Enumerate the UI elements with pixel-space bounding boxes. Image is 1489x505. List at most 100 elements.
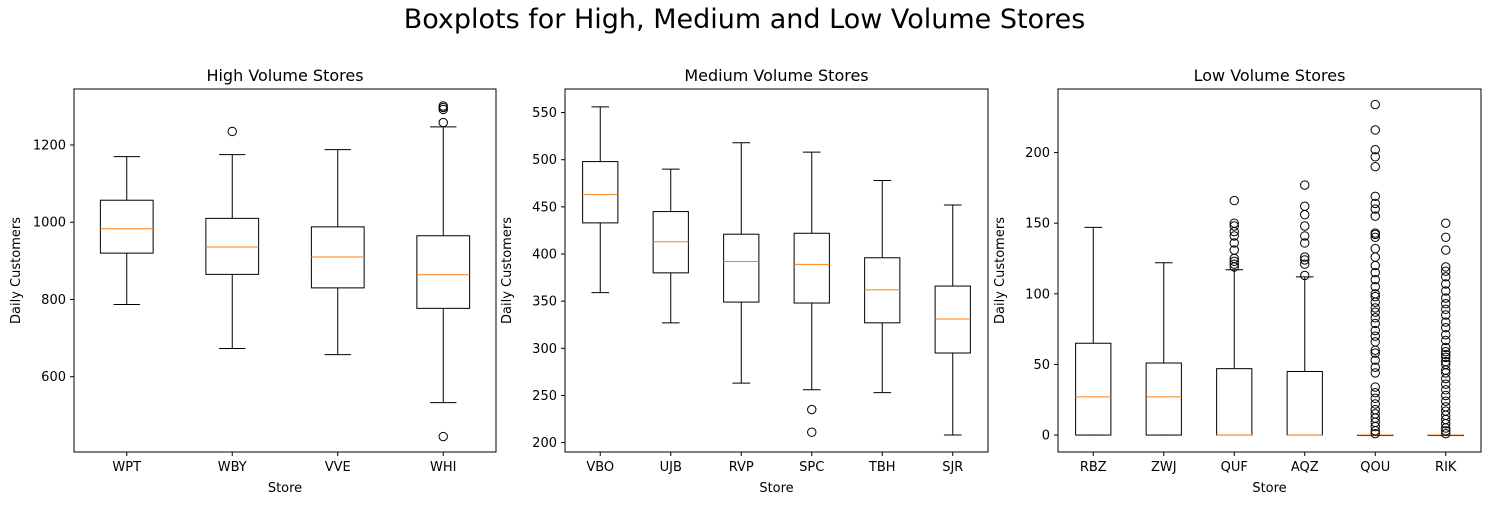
box-body bbox=[582, 161, 619, 224]
y-tick-label: 400 bbox=[532, 248, 557, 263]
flier-point bbox=[1370, 152, 1380, 162]
box-TBH bbox=[864, 179, 901, 394]
box-body bbox=[1145, 362, 1182, 436]
flier-point bbox=[1370, 161, 1380, 172]
x-tick-label: WHI bbox=[430, 460, 456, 475]
flier-point bbox=[1300, 252, 1310, 262]
box-RIK bbox=[1427, 218, 1464, 439]
flier-point bbox=[1370, 313, 1380, 323]
flier-point bbox=[1370, 267, 1380, 278]
flier-point bbox=[1370, 232, 1380, 243]
flier-point bbox=[1370, 368, 1380, 378]
flier-point bbox=[1441, 379, 1451, 389]
y-tick-label: 500 bbox=[532, 153, 557, 168]
flier-point bbox=[1229, 256, 1239, 267]
flier-point bbox=[1370, 409, 1380, 419]
flier-point bbox=[1370, 228, 1380, 238]
flier-point bbox=[1370, 337, 1380, 347]
box-body bbox=[99, 199, 154, 254]
y-tick-label: 0 bbox=[1042, 429, 1050, 444]
y-tick-label: 450 bbox=[532, 200, 557, 215]
flier-point bbox=[807, 404, 817, 415]
flier-point bbox=[438, 117, 448, 128]
flier-point bbox=[1370, 307, 1380, 317]
box-ZWJ bbox=[1145, 262, 1182, 436]
flier-point bbox=[1229, 231, 1239, 241]
box-VVE bbox=[310, 149, 365, 356]
flier-point bbox=[1441, 279, 1451, 289]
flier-point bbox=[1441, 402, 1451, 412]
x-tick-label: RBZ bbox=[1080, 460, 1107, 475]
box-body bbox=[793, 232, 830, 304]
box-QUF bbox=[1216, 195, 1253, 436]
flier-point bbox=[438, 431, 448, 442]
flier-point bbox=[1370, 211, 1380, 221]
flier-point bbox=[1300, 221, 1310, 231]
flier-point bbox=[1441, 218, 1451, 228]
x-tick-label: VVE bbox=[325, 460, 351, 475]
y-tick-label: 200 bbox=[532, 436, 557, 451]
flier-point bbox=[1370, 362, 1380, 372]
y-tick-label: 200 bbox=[1025, 146, 1050, 161]
flier-point bbox=[1370, 289, 1380, 299]
flier-point bbox=[1370, 318, 1380, 329]
box-body bbox=[723, 233, 760, 303]
x-tick-label: RVP bbox=[729, 460, 754, 475]
flier-point bbox=[1370, 125, 1380, 135]
box-WPT bbox=[99, 156, 154, 305]
flier-point bbox=[1441, 317, 1451, 327]
box-RBZ bbox=[1075, 226, 1112, 436]
x-tick-label: QUF bbox=[1221, 460, 1248, 475]
flier-point bbox=[1300, 201, 1310, 211]
flier-point bbox=[1300, 238, 1310, 248]
x-tick-label: AQZ bbox=[1291, 460, 1319, 475]
flier-point bbox=[1370, 382, 1380, 392]
y-tick-label: 1000 bbox=[33, 216, 66, 231]
flier-point bbox=[1370, 145, 1380, 155]
subplot-title: Medium Volume Stores bbox=[684, 66, 868, 85]
flier-point bbox=[1370, 325, 1380, 336]
y-tick-label: 1200 bbox=[33, 138, 66, 153]
y-tick-label: 250 bbox=[532, 389, 557, 404]
flier-point bbox=[1441, 310, 1451, 320]
x-tick-label: SPC bbox=[799, 460, 824, 475]
flier-point bbox=[1370, 198, 1380, 209]
flier-point bbox=[1229, 245, 1239, 255]
flier-point bbox=[1441, 323, 1451, 333]
flier-point bbox=[1441, 342, 1451, 353]
flier-point bbox=[1441, 298, 1451, 309]
flier-point bbox=[1370, 204, 1380, 214]
flier-point bbox=[1300, 270, 1310, 281]
box-body bbox=[205, 217, 260, 275]
y-tick-label: 800 bbox=[41, 293, 66, 308]
flier-point bbox=[1370, 399, 1380, 409]
flier-point bbox=[1370, 243, 1380, 254]
plot-frame bbox=[564, 88, 989, 453]
plot-frame bbox=[73, 88, 497, 453]
flier-point bbox=[1229, 238, 1239, 248]
flier-point bbox=[1300, 231, 1310, 241]
flier-point bbox=[1441, 352, 1451, 363]
flier-point bbox=[807, 427, 817, 437]
flier-point bbox=[1370, 99, 1380, 110]
flier-point bbox=[1441, 286, 1451, 296]
subplot-title: High Volume Stores bbox=[206, 66, 363, 85]
x-axis-label: Store bbox=[268, 481, 302, 496]
y-tick-label: 100 bbox=[1025, 287, 1050, 302]
x-tick-label: TBH bbox=[868, 460, 896, 475]
flier-point bbox=[1229, 259, 1239, 269]
box-QOU bbox=[1357, 99, 1394, 439]
box-SJR bbox=[934, 204, 971, 436]
y-tick-label: 350 bbox=[532, 295, 557, 310]
flier-point bbox=[1441, 266, 1451, 276]
flier-point bbox=[1441, 272, 1451, 282]
flier-point bbox=[1300, 259, 1310, 269]
x-tick-label: RIK bbox=[1435, 460, 1457, 475]
y-tick-label: 300 bbox=[532, 342, 557, 357]
box-body bbox=[416, 235, 471, 309]
x-tick-label: VBO bbox=[586, 460, 614, 475]
flier-point bbox=[1441, 304, 1451, 315]
flier-point bbox=[1370, 291, 1380, 302]
flier-point bbox=[1370, 303, 1380, 313]
